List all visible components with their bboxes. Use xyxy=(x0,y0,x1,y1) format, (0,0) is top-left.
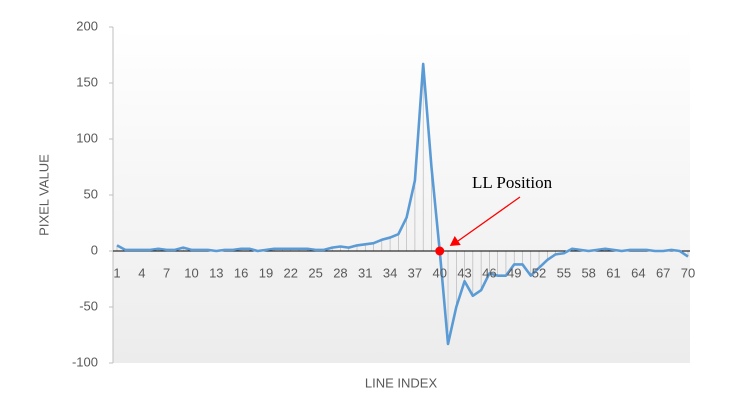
x-tick-label: 25 xyxy=(308,265,322,280)
y-tick-label: 150 xyxy=(76,74,98,89)
x-tick-label: 37 xyxy=(408,265,422,280)
x-tick-label: 31 xyxy=(358,265,372,280)
x-tick-label: 16 xyxy=(234,265,248,280)
x-tick-label: 61 xyxy=(606,265,620,280)
x-tick-label: 46 xyxy=(482,265,496,280)
x-tick-label: 22 xyxy=(284,265,298,280)
x-tick-label: 13 xyxy=(209,265,223,280)
x-tick-label: 52 xyxy=(532,265,546,280)
x-tick-label: 55 xyxy=(557,265,571,280)
x-tick-label: 40 xyxy=(433,265,447,280)
x-tick-label: 28 xyxy=(333,265,347,280)
plot: -100 -50 0 50 100 150 200 1 4 7 10 13 16 19 22 25 28 31 34… xyxy=(72,18,695,369)
plot-area xyxy=(113,27,690,363)
y-axis-label: PIXEL VALUE xyxy=(36,154,51,236)
x-tick-label: 67 xyxy=(656,265,670,280)
y-tick-label: -50 xyxy=(79,298,98,313)
x-tick-label: 34 xyxy=(383,265,397,280)
x-tick-label: 64 xyxy=(631,265,645,280)
x-tick-label: 19 xyxy=(259,265,273,280)
series-line xyxy=(116,62,689,346)
annotation-arrowhead xyxy=(449,236,461,246)
x-tick-label: 4 xyxy=(138,265,145,280)
x-tick-label: 49 xyxy=(507,265,521,280)
y-tick-label: 100 xyxy=(76,130,98,145)
y-tick-label: -100 xyxy=(72,354,98,369)
annotation-arrow xyxy=(453,196,521,245)
y-tick-label: 200 xyxy=(76,18,98,33)
x-tick-label: 70 xyxy=(681,265,695,280)
highlight-point xyxy=(435,246,445,256)
x-tick-label: 1 xyxy=(113,265,120,280)
y-tick-label: 50 xyxy=(84,186,98,201)
x-tick-label: 7 xyxy=(163,265,170,280)
x-axis-label: LINE INDEX xyxy=(365,375,438,390)
x-tick-label: 43 xyxy=(457,265,471,280)
x-tick-label: 10 xyxy=(184,265,198,280)
annotation-text: LL Position xyxy=(472,173,553,192)
y-tick-label: 0 xyxy=(91,242,98,257)
x-tick-label: 58 xyxy=(581,265,595,280)
